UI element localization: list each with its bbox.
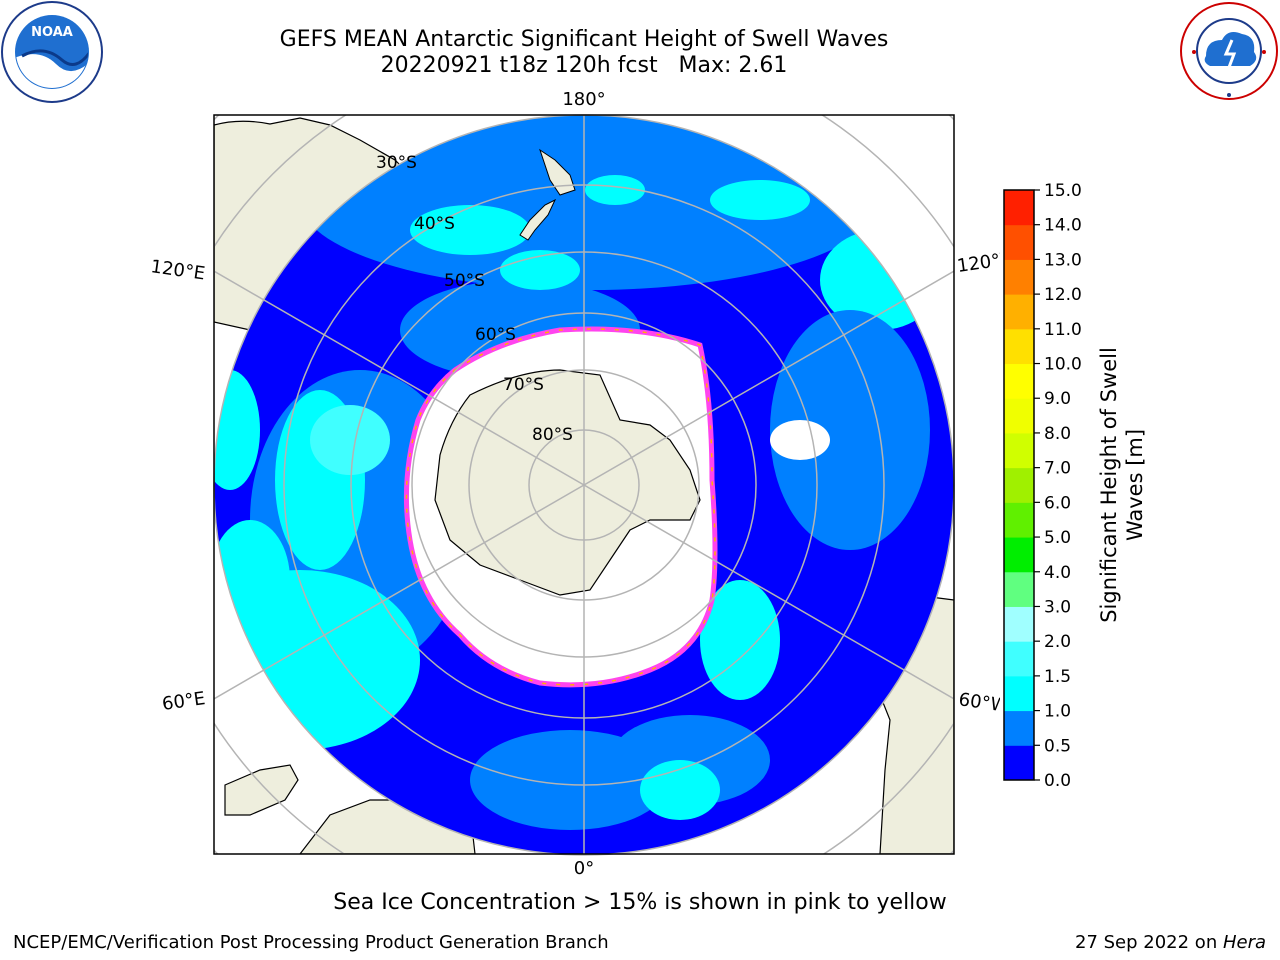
colorbar-band	[1004, 537, 1034, 573]
lon-label-120e: 120°E	[149, 256, 206, 284]
graticule	[213, 114, 955, 856]
colorbar-bands	[1004, 190, 1034, 781]
colorbar-tick-label: 1.5	[1044, 667, 1071, 687]
map: 180° 0° 120°E 60°E 120°W 60°W 30°S 40°S …	[149, 89, 1000, 879]
colorbar-band	[1004, 675, 1034, 712]
footer-host: Hera	[1222, 932, 1266, 953]
colorbar-tick-label: 1.0	[1044, 702, 1071, 722]
nws-logo	[1180, 2, 1278, 100]
lat-label-30s: 30°S	[376, 153, 417, 173]
colorbar-band	[1004, 606, 1034, 642]
colorbar-tick-label: 13.0	[1044, 250, 1082, 270]
colorbar-tick-label: 6.0	[1044, 493, 1071, 513]
colorbar-band	[1004, 190, 1034, 226]
lat-label-50s: 50°S	[444, 271, 485, 291]
footer-date: 27 Sep 2022 on Hera	[1075, 932, 1266, 953]
colorbar-band	[1004, 328, 1034, 365]
lon-label-180: 180°	[562, 89, 605, 110]
colorbar-tick-label: 0.0	[1044, 771, 1071, 791]
lat-label-70s: 70°S	[503, 375, 544, 395]
lon-label-60e: 60°E	[161, 688, 207, 715]
colorbar-tick-label: 5.0	[1044, 528, 1071, 548]
colorbar-tick-label: 7.0	[1044, 459, 1071, 479]
lon-label-0: 0°	[574, 858, 594, 879]
chart-title: GEFS MEAN Antarctic Significant Height o…	[279, 27, 889, 52]
map-frame	[213, 114, 955, 855]
footer-credit: NCEP/EMC/Verification Post Processing Pr…	[13, 932, 609, 953]
colorbar-ticks: 0.0 0.5 1.0 1.5 2.0 3.0 4.0 5.0 6.0 7.0 8.0 9.0 10.0…	[1034, 181, 1082, 791]
colorbar-tick-label: 11.0	[1044, 320, 1082, 340]
colorbar-tick-label: 0.5	[1044, 736, 1071, 756]
land-new-zealand	[539, 148, 576, 196]
colorbar-tick-label: 10.0	[1044, 355, 1082, 375]
colorbar-band	[1004, 432, 1034, 469]
colorbar-tick-label: 4.0	[1044, 563, 1071, 583]
colorbar-band	[1004, 745, 1034, 781]
colorbar-label-line1: Significant Height of Swell	[1097, 347, 1121, 623]
lat-label-60s: 60°S	[475, 325, 516, 345]
colorbar-band	[1004, 398, 1034, 434]
colorbar-label-line2: Waves [m]	[1123, 429, 1147, 541]
colorbar-band	[1004, 710, 1034, 746]
sea-ice-note: Sea Ice Concentration > 15% is shown in …	[333, 890, 947, 915]
land-madagascar	[224, 764, 299, 816]
colorbar-tick-label: 12.0	[1044, 285, 1082, 305]
colorbar-tick-label: 9.0	[1044, 389, 1071, 409]
colorbar-tick-label: 2.0	[1044, 632, 1071, 652]
colorbar-band	[1004, 502, 1034, 538]
colorbar-tick-label: 14.0	[1044, 216, 1082, 236]
chart-subtitle: 20220921 t18z 120h fcst Max: 2.61	[380, 53, 788, 78]
colorbar-band	[1004, 259, 1034, 295]
noaa-logo: NOAA	[1, 1, 103, 103]
lat-label-40s: 40°S	[414, 214, 455, 234]
footer-date-text: 27 Sep 2022 on	[1075, 932, 1223, 953]
colorbar-band	[1004, 467, 1034, 503]
colorbar-band	[1004, 641, 1034, 677]
colorbar: 0.0 0.5 1.0 1.5 2.0 3.0 4.0 5.0 6.0 7.0 8.0 9.0 10.0…	[1003, 181, 1147, 791]
colorbar-tick-label: 15.0	[1044, 181, 1082, 201]
colorbar-band	[1004, 571, 1034, 607]
lat-label-80s: 80°S	[532, 425, 573, 445]
colorbar-band	[1004, 363, 1034, 399]
colorbar-tick-label: 3.0	[1044, 597, 1071, 617]
land-antarctica	[434, 369, 701, 596]
colorbar-band	[1004, 224, 1034, 260]
colorbar-tick-label: 8.0	[1044, 424, 1071, 444]
colorbar-band	[1004, 294, 1034, 330]
noaa-logo-text: NOAA	[31, 25, 73, 40]
